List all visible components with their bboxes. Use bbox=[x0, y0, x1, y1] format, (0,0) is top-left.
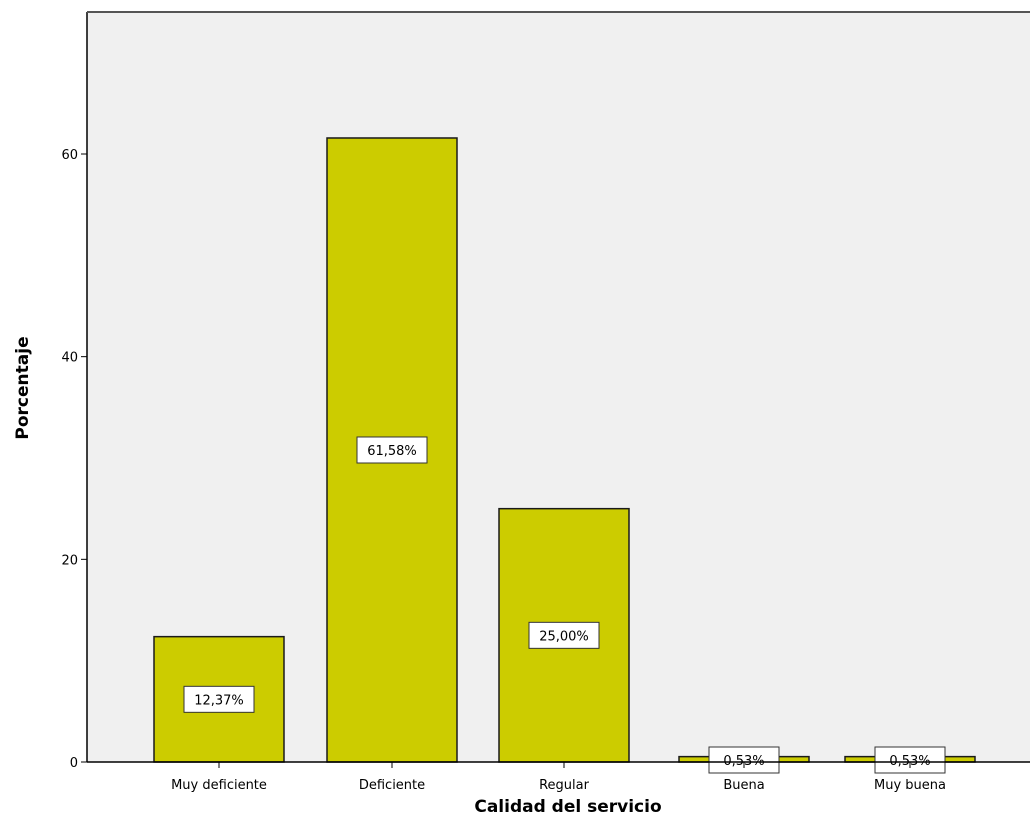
data-label: 25,00% bbox=[539, 629, 589, 644]
y-tick-label: 0 bbox=[70, 756, 78, 771]
x-axis-title: Calidad del servicio bbox=[474, 797, 661, 817]
y-axis-ticks: 0 20 40 60 bbox=[61, 148, 87, 771]
y-tick-label: 60 bbox=[61, 148, 78, 163]
data-label: 12,37% bbox=[194, 693, 244, 708]
x-tick-label: Regular bbox=[539, 778, 590, 793]
x-tick-label: Muy deficiente bbox=[171, 778, 267, 793]
y-axis-title: Porcentaje bbox=[13, 336, 33, 439]
y-tick-label: 40 bbox=[61, 351, 78, 366]
data-label: 61,58% bbox=[367, 444, 417, 459]
x-tick-label: Deficiente bbox=[359, 778, 425, 793]
x-tick-label: Buena bbox=[723, 778, 764, 793]
x-axis-ticks: Muy deficiente Deficiente Regular Buena Muy … bbox=[171, 762, 946, 793]
y-tick-label: 20 bbox=[61, 553, 78, 568]
x-tick-label: Muy buena bbox=[874, 778, 946, 793]
